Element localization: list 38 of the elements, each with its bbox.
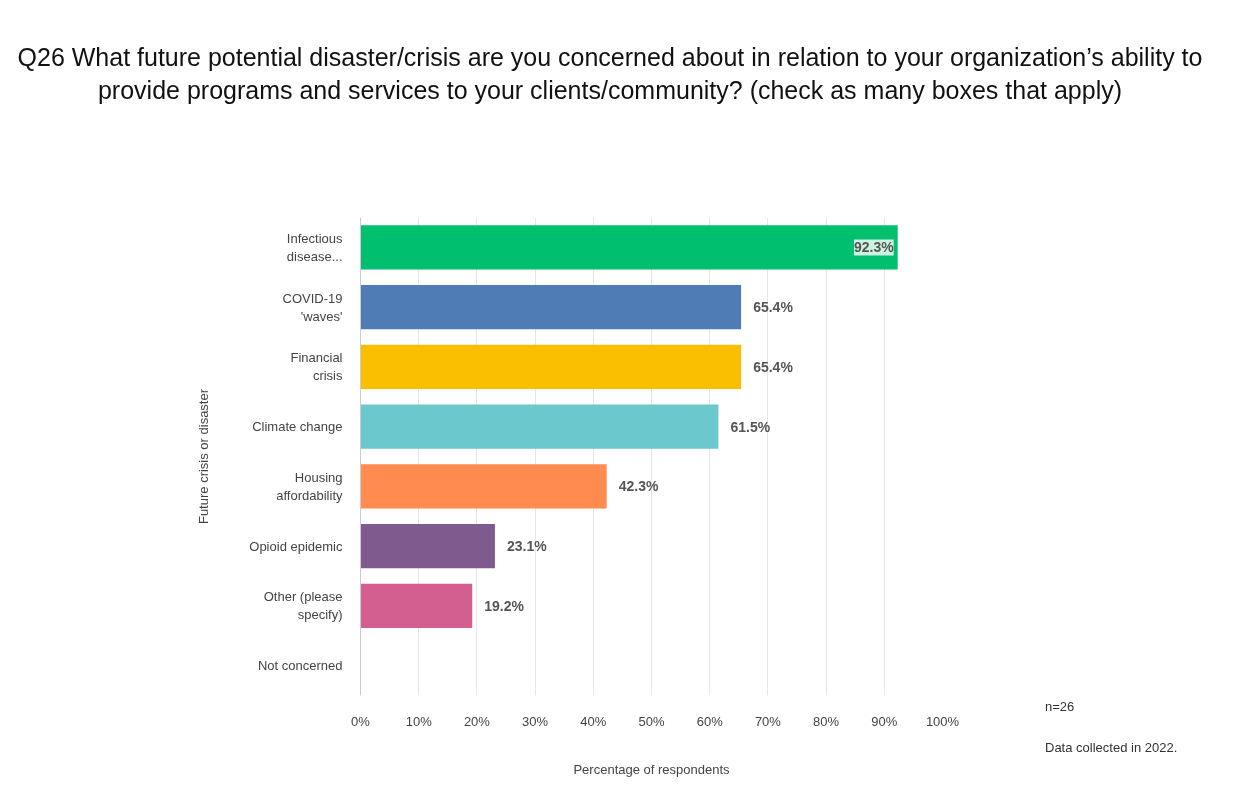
y-tick-label: Other (please specify) [263,589,343,623]
bar [360,583,473,628]
bar [360,524,495,569]
x-tick-label: 100% [925,713,960,729]
y-tick-label: Housing affordability [276,469,343,503]
data-label: 42.3% [618,478,659,495]
y-tick-label: Not concerned [257,658,343,674]
x-tick-label: 40% [580,713,607,729]
data-label: 23.1% [506,538,548,555]
data-label: 65.4% [753,358,794,375]
data-label: 92.3% [853,239,895,256]
x-tick-label: 20% [463,713,491,729]
bar [360,225,898,270]
text: Data collected in 2022. [1045,739,1178,757]
x-tick-label: 10% [405,713,433,729]
text: n=26 [1045,698,1075,716]
x-tick-label: 90% [871,713,898,729]
y-tick-label: Opioid epidemic [249,538,343,554]
x-tick-label: 60% [696,713,724,729]
bar [360,404,719,449]
x-tick-label: 50% [638,713,665,729]
y-tick-label: COVID-19 'waves' [282,290,343,324]
bar [360,344,742,389]
data-label: 19.2% [484,597,525,614]
data-label: 61.5% [730,418,771,435]
y-axis-title: Future crisis or disaster [196,388,212,525]
y-tick-label: Climate change [252,419,343,435]
x-tick-label: 0% [351,713,371,729]
y-tick-label: Financial crisis [290,350,343,384]
x-axis-title: Percentage of respondents [573,761,731,777]
x-tick-label: 30% [522,713,549,729]
x-tick-label: 80% [813,713,840,729]
bar [360,285,742,330]
data-label: 65.4% [753,299,794,316]
bar [360,464,607,509]
x-tick-label: 70% [754,713,782,729]
chart-title: Q26 What future potential disaster/crisis are you concerned about in relation to your organization’s ability to provide programs and services to your clients/community? (check as many boxes that apply) [16,42,1204,106]
y-tick-label: Infectious disease... [286,230,343,264]
